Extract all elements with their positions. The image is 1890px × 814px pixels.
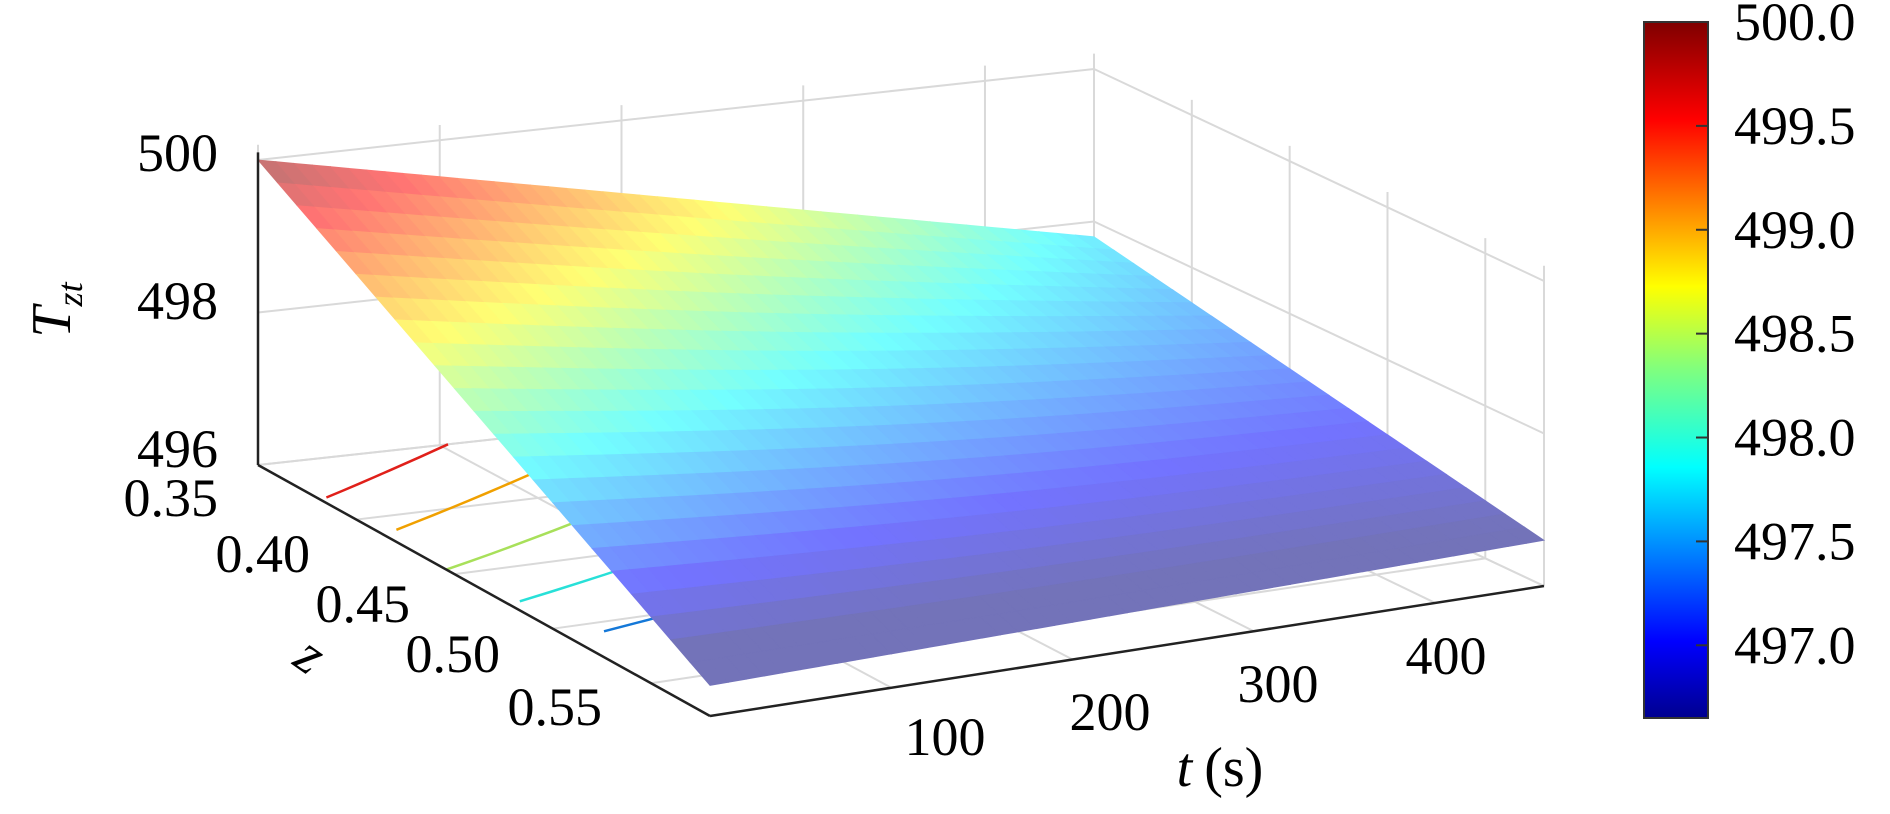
x-tick-label: 300 [1238,654,1319,714]
x-ticks: 100 200 300 400 [905,626,1487,767]
y-axis-line [257,463,711,718]
y-axis-label: z [283,623,337,687]
colorbar-tick-label: 497.5 [1734,511,1856,571]
y-tick-label: 0.45 [316,574,411,634]
y-tick-label: 0.50 [406,624,501,684]
colorbar-tick-label: 500.0 [1734,0,1856,52]
contour-line [325,443,449,499]
x-axis-label-unit: (s) [1204,737,1263,799]
z-axis-label-sub: zt [50,281,90,307]
z-tick-label: 498 [137,271,218,331]
x-tick-label: 100 [905,707,986,767]
colorbar-tick-label: 499.0 [1734,200,1856,260]
svg-text:z: z [283,623,337,687]
y-tick-label: 0.55 [508,677,603,737]
x-axis-label-main: t [1177,737,1194,799]
z-ticks: 500 498 496 [137,123,218,479]
x-tick-label: 200 [1070,682,1151,742]
colorbar-tick-label: 497.0 [1734,615,1856,675]
axes [256,152,1545,718]
y-tick-label: 0.40 [216,524,311,584]
z-tick-label: 500 [137,123,218,183]
colorbar-tick-label: 498.5 [1734,304,1856,364]
colorbar-tick-label: 498.0 [1734,408,1856,468]
colorbar: 500.0 499.5 499.0 498.5 498.0 497.5 497.0 [1643,0,1856,719]
z-tick-label: 496 [137,419,218,479]
z-axis-label: Tzt [21,281,90,337]
colorbar-tick-label: 499.5 [1734,96,1856,156]
x-axis-line [709,584,1545,718]
y-ticks: 0.35 0.40 0.45 0.50 0.55 [124,468,603,737]
colorbar-gradient [1643,21,1709,719]
z-axis-label-main: T [21,303,83,338]
y-tick-label: 0.35 [124,468,219,528]
x-tick-label: 400 [1406,626,1487,686]
svg-text:Tzt: Tzt [21,281,90,337]
x-axis-label: t (s) [1177,737,1264,799]
temperature-surface [257,159,1546,686]
surface-patch [1505,526,1546,544]
